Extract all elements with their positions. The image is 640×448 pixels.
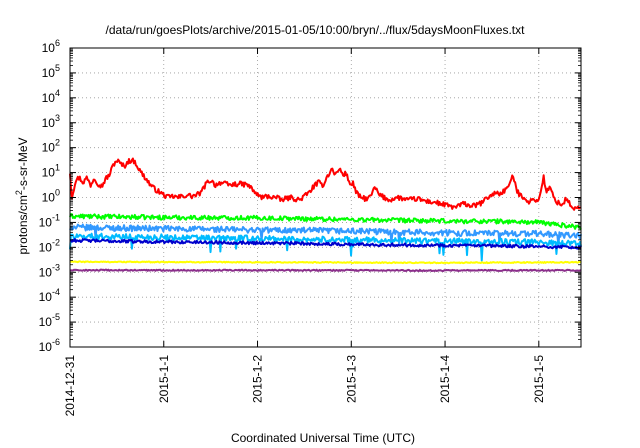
y-tick-label: 10-3	[39, 262, 60, 279]
flux-series-line	[69, 238, 582, 250]
y-tick-label: 102	[42, 138, 60, 155]
flux-series-line	[69, 268, 582, 273]
y-tick-label: 105	[42, 63, 60, 80]
flux-series-line	[69, 232, 582, 262]
y-tick-label: 10-4	[39, 287, 60, 304]
x-tick-label: 2015-1-4	[438, 355, 452, 403]
y-tick-label: 104	[42, 88, 60, 105]
x-tick-label: 2015-1-3	[344, 355, 358, 403]
x-tick-label: 2015-1-1	[157, 355, 171, 403]
axis-ticks	[69, 47, 581, 348]
x-axis-label: Coordinated Universal Time (UTC)	[231, 431, 415, 445]
data-series	[69, 157, 582, 273]
y-tick-label: 106	[42, 38, 60, 55]
x-tick-label: 2015-1-5	[532, 355, 546, 403]
y-tick-label: 100	[42, 188, 60, 205]
grid-lines	[70, 48, 581, 347]
y-tick-label: 10-6	[39, 337, 60, 354]
y-tick-label: 10-2	[39, 237, 60, 254]
x-tick-label: 2015-1-2	[251, 355, 265, 403]
flux-series-line	[69, 260, 582, 265]
x-tick-label: 2014-12-31	[63, 355, 77, 417]
flux-series-line	[69, 223, 582, 248]
flux-series-line	[69, 213, 582, 231]
y-tick-label: 10-1	[39, 212, 60, 229]
y-tick-labels: 10-6 10-5 10-4 10-3 10-2 10-1 100 101 102 103 104 1…	[39, 38, 60, 354]
y-tick-label: 10-5	[39, 312, 60, 329]
y-axis-label: protons/cm2-s-sr-MeV	[14, 137, 30, 254]
y-tick-label: 101	[42, 163, 60, 180]
flux-series-line	[69, 157, 582, 211]
chart-title: /data/run/goesPlots/archive/2015-01-05/1…	[106, 23, 526, 37]
y-tick-label: 103	[42, 113, 60, 130]
x-tick-labels: 2014-12-31 2015-1-1 2015-1-2 2015-1-3 2015-1…	[63, 355, 546, 417]
